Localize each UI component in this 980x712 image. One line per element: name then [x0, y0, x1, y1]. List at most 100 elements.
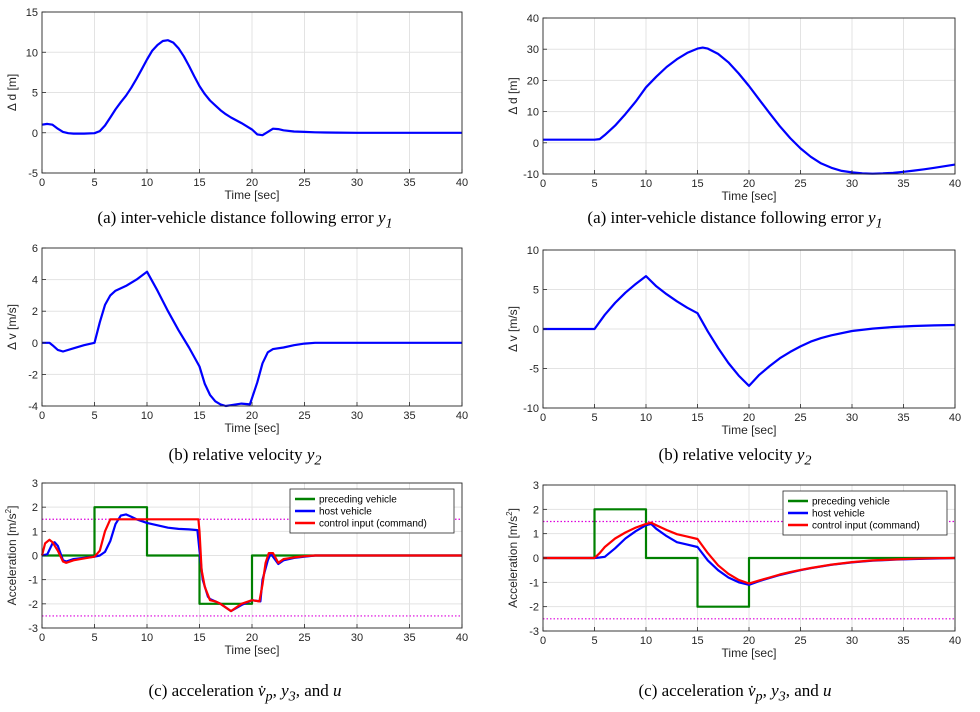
- chart-panel-left-distance: 0 5 10 15 20 25 30 35 40 -5 0 5 10 15 Time [sec] Δ d [m…: [0, 0, 490, 237]
- x-tick-label: 10: [640, 178, 652, 190]
- x-tick-label: 0: [540, 178, 546, 190]
- x-tick-label: 5: [91, 177, 97, 189]
- y-tick-label: -1: [529, 577, 539, 589]
- caption-variable: y: [867, 208, 876, 227]
- x-tick-label: 25: [298, 410, 310, 422]
- caption-text: (a) inter-vehicle distance following err…: [587, 208, 868, 227]
- x-tick-label: 30: [351, 632, 363, 644]
- y-tick-label: 2: [32, 306, 38, 318]
- caption-subscript: 2: [314, 452, 322, 469]
- caption-subscript: 2: [804, 452, 812, 469]
- series-line-main: [543, 46, 956, 175]
- x-axis-label: Time [sec]: [225, 421, 280, 435]
- caption-connector: , and: [785, 681, 824, 700]
- x-tick-label: 30: [846, 635, 858, 647]
- x-tick-label: 15: [193, 177, 205, 189]
- x-tick-label: 20: [743, 412, 755, 424]
- y-tick-label: 3: [32, 478, 38, 490]
- caption-connector: , and: [295, 681, 334, 700]
- y-tick-label: -2: [28, 369, 38, 381]
- x-tick-label: 30: [351, 410, 363, 422]
- x-tick-label: 40: [949, 412, 961, 424]
- series-line-control-input-command: [543, 521, 956, 585]
- y-tick-label: 1: [32, 526, 38, 538]
- legend-label: control input (command): [319, 519, 427, 530]
- y-axis-label: Δ v [m/s]: [5, 304, 19, 350]
- x-tick-label: 20: [246, 410, 258, 422]
- x-tick-label: 30: [846, 412, 858, 424]
- x-tick-label: 0: [39, 410, 45, 422]
- y-tick-label: 1: [533, 529, 539, 541]
- x-tick-label: 30: [351, 177, 363, 189]
- x-tick-label: 25: [794, 412, 806, 424]
- y-axis-label: Δ d [m]: [506, 77, 520, 114]
- x-tick-label: 0: [540, 412, 546, 424]
- x-tick-label: 25: [794, 635, 806, 647]
- caption-subscript: 1: [875, 215, 883, 232]
- x-axis-label: Time [sec]: [722, 189, 777, 203]
- x-tick-label: 40: [456, 177, 468, 189]
- legend-label: control input (command): [812, 521, 920, 532]
- y-tick-label: -1: [28, 575, 38, 587]
- series-line-main: [41, 39, 462, 137]
- y-tick-label: 40: [527, 13, 539, 25]
- caption-subscript: p: [755, 688, 763, 705]
- y-tick-label: -5: [28, 168, 38, 180]
- y-tick-label: 20: [527, 75, 539, 87]
- y-tick-label: 0: [533, 553, 539, 565]
- x-axis-label: Time [sec]: [722, 423, 777, 437]
- x-tick-label: 15: [193, 410, 205, 422]
- caption-variable-3: u: [823, 681, 832, 700]
- x-tick-label: 10: [141, 177, 153, 189]
- y-tick-label: -5: [529, 364, 539, 376]
- y-tick-label: 10: [527, 245, 539, 257]
- y-tick-label: 5: [533, 285, 539, 297]
- x-tick-label: 20: [246, 632, 258, 644]
- series-line-main: [42, 270, 462, 408]
- x-tick-label: 40: [456, 410, 468, 422]
- x-tick-label: 5: [591, 412, 597, 424]
- caption-right-distance: (a) inter-vehicle distance following err…: [490, 208, 980, 232]
- caption-left-velocity: (b) relative velocity y2: [0, 445, 490, 469]
- chart-panel-left-velocity: 0 5 10 15 20 25 30 35 40 -4 -2 0 2 4 6 Time [sec] Δ v [m…: [0, 237, 490, 474]
- chart-right-velocity: 0 5 10 15 20 25 30 35 40 -10 -5 0 5 10 Time [sec] Δ v […: [506, 245, 961, 437]
- caption-text: (a) inter-vehicle distance following err…: [97, 208, 378, 227]
- x-tick-label: 35: [403, 177, 415, 189]
- x-tick-label: 20: [743, 635, 755, 647]
- x-tick-label: 15: [691, 412, 703, 424]
- caption-variable-3: u: [333, 681, 342, 700]
- chart-panel-left-acceleration: 0 5 10 15 20 25 30 35 40 -3 -2 -1 0 1 2 3 Time [sec] Acce…: [0, 474, 490, 712]
- legend-label: preceding vehicle: [319, 495, 397, 506]
- caption-left-distance: (a) inter-vehicle distance following err…: [0, 208, 490, 232]
- caption-text: (b) relative velocity: [658, 445, 797, 464]
- y-tick-label: 3: [533, 480, 539, 492]
- caption-subscript: 1: [385, 215, 393, 232]
- caption-subscript-2: 3: [288, 688, 296, 705]
- chart-panel-right-velocity: 0 5 10 15 20 25 30 35 40 -10 -5 0 5 10 Time [sec] Δ v […: [490, 237, 980, 474]
- x-tick-label: 35: [897, 412, 909, 424]
- chart-panel-right-acceleration: 0 5 10 15 20 25 30 35 40 -3 -2 -1 0 1 2 3 Time [sec] Acce…: [490, 474, 980, 712]
- caption-left-acceleration: (c) acceleration v̇p, y3, and u: [0, 681, 490, 705]
- x-tick-label: 35: [897, 178, 909, 190]
- y-tick-label: -3: [529, 626, 539, 638]
- caption-variable: y: [377, 208, 386, 227]
- caption-variable: y: [306, 445, 315, 464]
- caption-variable: v̇: [747, 681, 756, 700]
- y-axis-label: Acceleration [m/s2]: [4, 506, 19, 606]
- caption-text: (c) acceleration: [638, 681, 748, 700]
- x-tick-label: 40: [456, 632, 468, 644]
- y-tick-label: -10: [523, 403, 539, 415]
- x-tick-label: 10: [640, 635, 652, 647]
- x-tick-label: 15: [193, 632, 205, 644]
- y-tick-label: -3: [28, 623, 38, 635]
- x-tick-label: 0: [39, 632, 45, 644]
- caption-subscript-2: 3: [778, 688, 786, 705]
- y-tick-label: 0: [533, 138, 539, 150]
- caption-variable: y: [796, 445, 805, 464]
- y-tick-label: 5: [32, 88, 38, 100]
- y-axis-label: Δ d [m]: [5, 74, 19, 111]
- legend-box: [289, 488, 455, 534]
- y-tick-label: -2: [529, 602, 539, 614]
- y-tick-label: 30: [527, 44, 539, 56]
